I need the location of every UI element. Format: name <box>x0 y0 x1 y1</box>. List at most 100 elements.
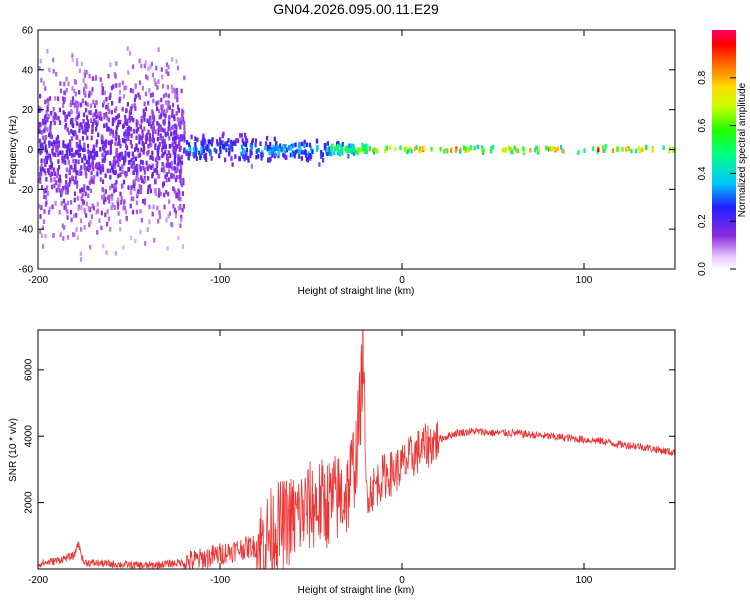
spectrogram-cell <box>87 124 90 129</box>
spectrogram-cell <box>57 178 60 183</box>
spectrogram-cell <box>170 172 173 178</box>
spectrogram-cell <box>250 164 253 169</box>
spectrogram-cell <box>151 109 154 115</box>
spectrogram-cell <box>180 88 183 94</box>
spectrogram-cell <box>45 159 48 164</box>
spectrogram-cell <box>206 147 209 152</box>
spectrogram-cell <box>160 108 163 114</box>
spectrogram-cell <box>177 235 180 241</box>
spectrogram-cell <box>337 140 340 146</box>
spectrogram-cell <box>146 118 149 123</box>
spectrogram-cell <box>199 155 202 161</box>
spectrogram-cell <box>257 147 260 153</box>
spectrogram-cell <box>404 147 407 152</box>
spectrogram-cell <box>130 106 133 111</box>
spectrogram-cell <box>117 119 120 125</box>
spectrogram-cell <box>174 94 177 99</box>
spectrogram-cell <box>127 127 131 132</box>
spectrogram-cell <box>119 172 122 177</box>
spectrogram-cell <box>125 215 128 221</box>
spectrogram-cell <box>112 84 115 89</box>
spectrogram-cell <box>50 184 54 190</box>
spectrogram-cell <box>43 194 46 200</box>
spectrogram-cell <box>82 129 85 135</box>
spectrogram-cell <box>78 139 81 145</box>
spectrogram-cell <box>55 188 58 193</box>
spectrogram-cell <box>174 177 177 183</box>
spectrogram-cell <box>216 141 219 147</box>
spectrogram-cell <box>334 146 337 151</box>
spectrogram-cell <box>267 144 270 150</box>
spectrogram-cell <box>75 134 78 140</box>
spectrogram-cell <box>79 188 82 194</box>
spectrogram-cell <box>492 144 495 150</box>
spectrogram-cell <box>93 148 96 153</box>
spectrogram-cell <box>187 155 190 161</box>
spectrogram-cell <box>44 114 47 119</box>
spectrogram-cell <box>235 138 238 143</box>
spectrogram-cell <box>603 148 606 153</box>
spectrogram-cell <box>266 135 269 141</box>
spectrogram-cell <box>504 148 507 153</box>
spectrogram-cell <box>71 100 74 105</box>
spectrogram-cell <box>82 187 85 193</box>
spectrogram-cell <box>51 171 54 177</box>
spectrogram-cell <box>407 148 410 154</box>
spectrogram-cell <box>153 168 156 173</box>
spectrogram-cell <box>134 238 137 244</box>
spectrogram-cell <box>114 160 117 166</box>
spectrogram-cell <box>181 207 184 213</box>
spectrogram-cell <box>108 199 111 204</box>
spectrogram-cell <box>149 115 152 121</box>
spectrogram-cell <box>166 108 169 113</box>
spectrogram-cell <box>54 115 57 120</box>
spectrogram-cell <box>40 171 43 176</box>
spectrogram-cell <box>117 173 120 179</box>
spectrogram-cell <box>83 162 86 168</box>
spectrogram-cell <box>67 160 70 165</box>
spectrogram-cell <box>285 147 288 153</box>
spectrogram-cell <box>50 163 54 168</box>
spectrogram-cell <box>371 148 374 153</box>
spectrogram-cell <box>42 219 46 224</box>
spectrogram-cell <box>52 57 55 63</box>
spectrogram-cell <box>208 139 211 144</box>
spectrogram-cell <box>67 183 70 189</box>
spectrogram-cell <box>57 116 60 121</box>
spectrogram-cell <box>138 58 141 64</box>
spectrogram-cell <box>154 129 157 134</box>
spectrogram-cell <box>46 155 49 161</box>
spectrogram-cell <box>43 168 46 173</box>
spectrogram-cell <box>104 212 107 218</box>
y-tick-label: -60 <box>19 265 34 276</box>
spectrogram-cell <box>153 77 156 83</box>
spectrogram-cell <box>583 148 586 153</box>
spectrogram-cell <box>305 156 308 162</box>
spectrogram-cell <box>124 172 127 178</box>
colorbar-tick-label: 0.0 <box>697 262 708 276</box>
spectrogram-cell <box>42 81 45 86</box>
spectrogram-cell <box>71 175 74 181</box>
spectrogram-y-axis-label: Frequency (Hz) <box>8 116 19 185</box>
snr-x-axis-label: Height of straight line (km) <box>298 585 415 596</box>
spectrogram-cell <box>604 144 607 149</box>
spectrogram-cell <box>277 151 280 156</box>
spectrogram-cell <box>293 153 296 159</box>
spectrogram-cell <box>164 100 168 105</box>
spectrogram-cell <box>228 151 231 157</box>
spectrogram-cell <box>138 139 141 145</box>
spectrogram-cell <box>118 82 121 88</box>
spectrogram-cell <box>87 206 90 211</box>
spectrogram-cell <box>105 122 108 128</box>
spectrogram-cell <box>115 179 118 185</box>
spectrogram-cell <box>179 205 182 211</box>
spectrogram-cell <box>44 195 48 200</box>
spectrogram-cell <box>169 126 172 132</box>
spectrogram-cell <box>137 153 140 159</box>
spectrogram-cell <box>168 135 171 141</box>
spectrogram-cell <box>73 88 76 94</box>
spectrogram-cell <box>132 209 135 215</box>
spectrogram-cell <box>38 129 41 134</box>
spectrogram-cell <box>139 167 142 172</box>
